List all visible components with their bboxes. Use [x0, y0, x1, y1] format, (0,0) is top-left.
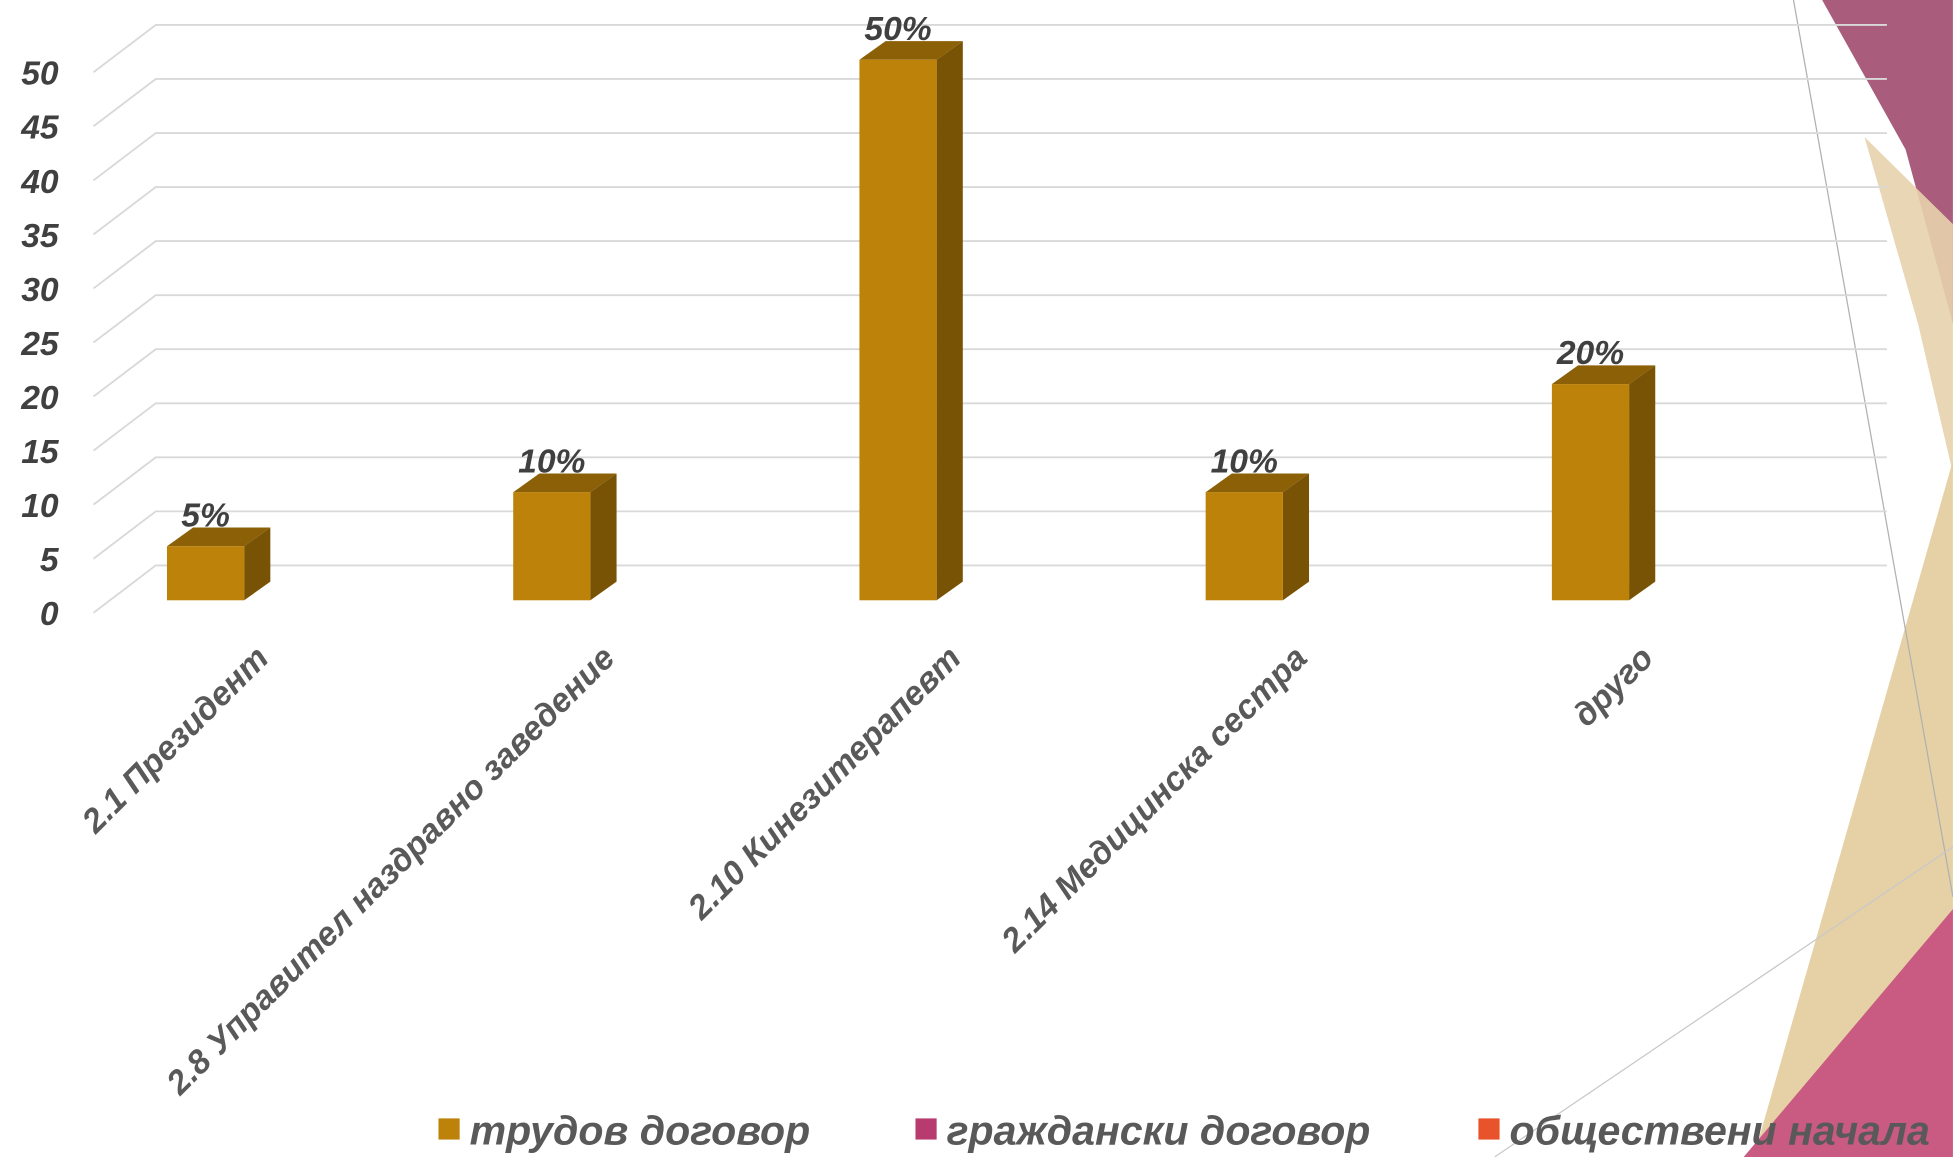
legend-swatch	[1478, 1118, 1500, 1140]
y-tick-label: 10	[21, 488, 59, 525]
bar-top	[513, 473, 617, 493]
y-tick-label: 0	[40, 596, 59, 633]
y-tick-label: 25	[20, 326, 60, 363]
bar-top	[166, 527, 271, 547]
bar-side	[244, 527, 271, 601]
legend-label: обществени начала	[1510, 1108, 1930, 1154]
bar-front	[859, 59, 937, 601]
grid-line	[92, 78, 1887, 128]
bar-top	[859, 41, 963, 60]
bar-side	[936, 41, 963, 601]
data-label: 5%	[181, 497, 230, 534]
grid-line	[92, 23, 1887, 73]
bar-front	[1551, 384, 1630, 601]
y-tick-label: 5	[40, 542, 60, 579]
y-tick-label: 30	[21, 272, 59, 309]
grid-line	[92, 240, 1887, 290]
data-label: 10%	[1211, 443, 1278, 480]
y-tick-label: 45	[20, 110, 60, 147]
grid-line	[92, 294, 1887, 344]
grid-line	[92, 564, 1887, 614]
bar	[859, 41, 963, 601]
x-tick-label: 2.1 Президент	[75, 640, 276, 841]
legend-swatch	[915, 1118, 937, 1140]
bar-top	[1205, 473, 1310, 493]
bar-side	[590, 473, 617, 601]
grid-line	[92, 186, 1887, 236]
legend-label: трудов договор	[470, 1108, 811, 1154]
grid-line	[92, 402, 1887, 452]
bar-side	[1629, 365, 1656, 601]
bar-side	[1282, 473, 1310, 601]
data-label: 20%	[1556, 335, 1624, 372]
bar	[513, 473, 617, 601]
y-tick-label: 40	[20, 164, 59, 201]
data-label: 10%	[518, 443, 585, 480]
bar-front	[513, 492, 591, 601]
grid-line	[92, 510, 1887, 560]
x-tick-label: 2.14 Медицинска сестра	[994, 640, 1315, 961]
bar-top	[1551, 365, 1656, 385]
grid-line	[92, 348, 1887, 398]
x-tick-label: 2.10 Кинезитерапевт	[681, 640, 969, 928]
bar-front	[1205, 492, 1283, 601]
legend-label: граждански договор	[947, 1108, 1371, 1154]
y-tick-label: 50	[21, 56, 59, 93]
bar	[1551, 365, 1656, 601]
grid-line	[92, 456, 1887, 506]
y-tick-label: 15	[21, 434, 60, 471]
y-tick-label: 35	[21, 218, 60, 255]
grid-line	[92, 132, 1887, 182]
x-tick-label: друго	[1566, 640, 1661, 735]
bar	[166, 527, 271, 601]
data-label: 50%	[864, 11, 931, 48]
bar	[1205, 473, 1310, 601]
y-tick-label: 20	[20, 380, 59, 417]
bar-front	[166, 546, 245, 601]
legend-swatch	[438, 1118, 460, 1140]
